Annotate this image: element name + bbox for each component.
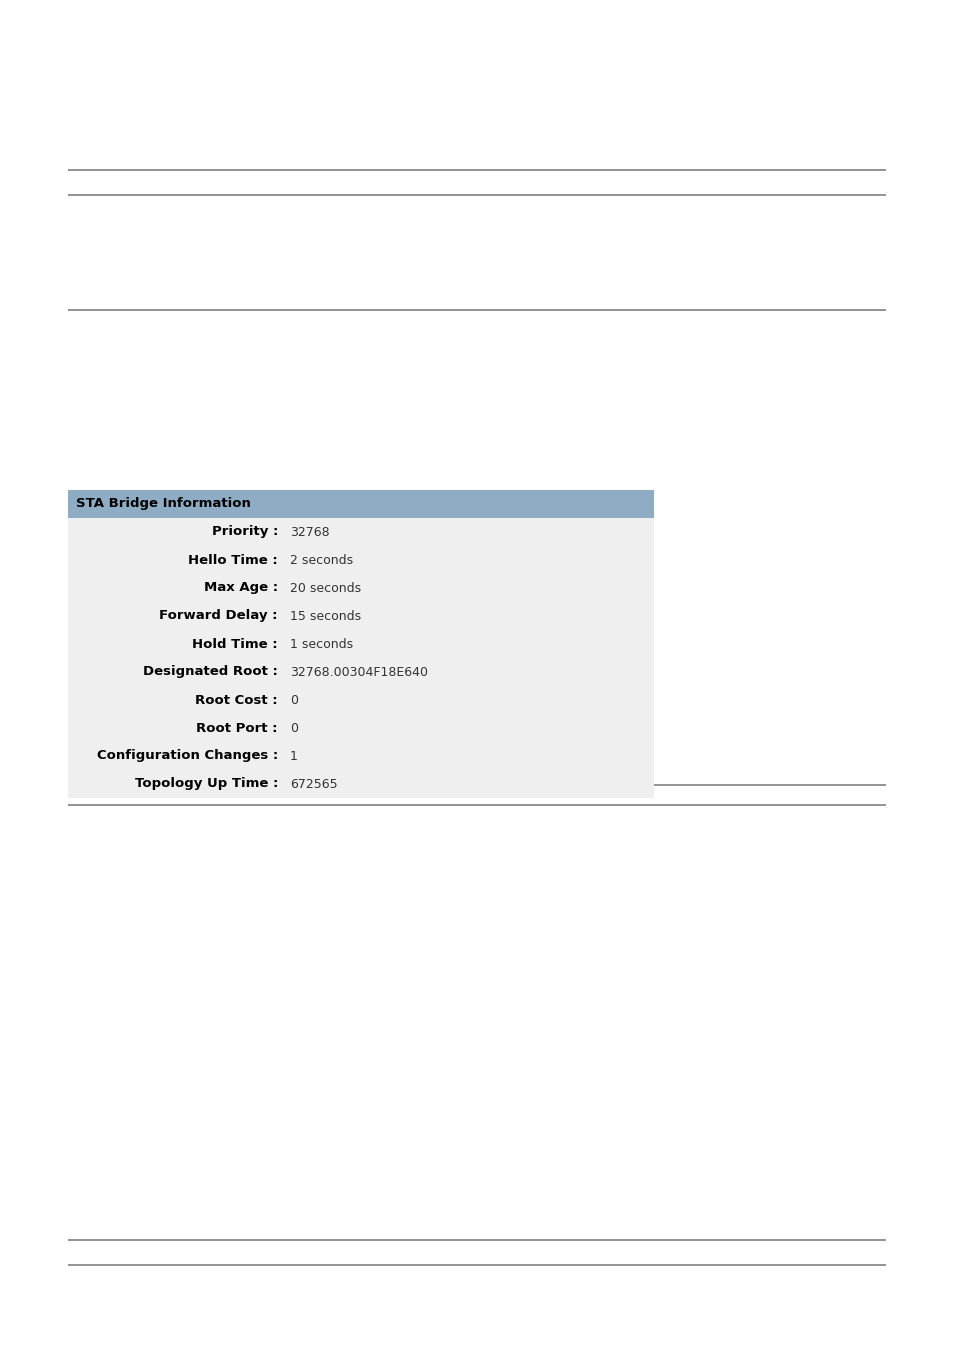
Text: Root Cost :: Root Cost : [195,693,277,707]
Text: Priority :: Priority : [212,526,277,539]
Text: 1 seconds: 1 seconds [290,638,353,650]
Text: Forward Delay :: Forward Delay : [159,609,277,623]
Text: Max Age :: Max Age : [204,581,277,594]
Text: 2 seconds: 2 seconds [290,554,353,566]
Text: Hold Time :: Hold Time : [193,638,277,650]
Bar [68,490,654,517]
Text: Designated Root :: Designated Root : [143,666,277,678]
Text: Configuration Changes :: Configuration Changes : [96,750,277,762]
Text: 15 seconds: 15 seconds [290,609,361,623]
Text: 0: 0 [290,721,297,735]
Text: STA Bridge Information: STA Bridge Information [76,497,251,511]
Bar [68,517,654,798]
Text: 672565: 672565 [290,777,337,790]
Text: Topology Up Time :: Topology Up Time : [134,777,277,790]
Text: 32768.00304F18E640: 32768.00304F18E640 [290,666,428,678]
Text: 20 seconds: 20 seconds [290,581,361,594]
Text: Root Port :: Root Port : [196,721,277,735]
Text: Hello Time :: Hello Time : [188,554,277,566]
Text: 1: 1 [290,750,297,762]
Text: 0: 0 [290,693,297,707]
Text: 32768: 32768 [290,526,330,539]
